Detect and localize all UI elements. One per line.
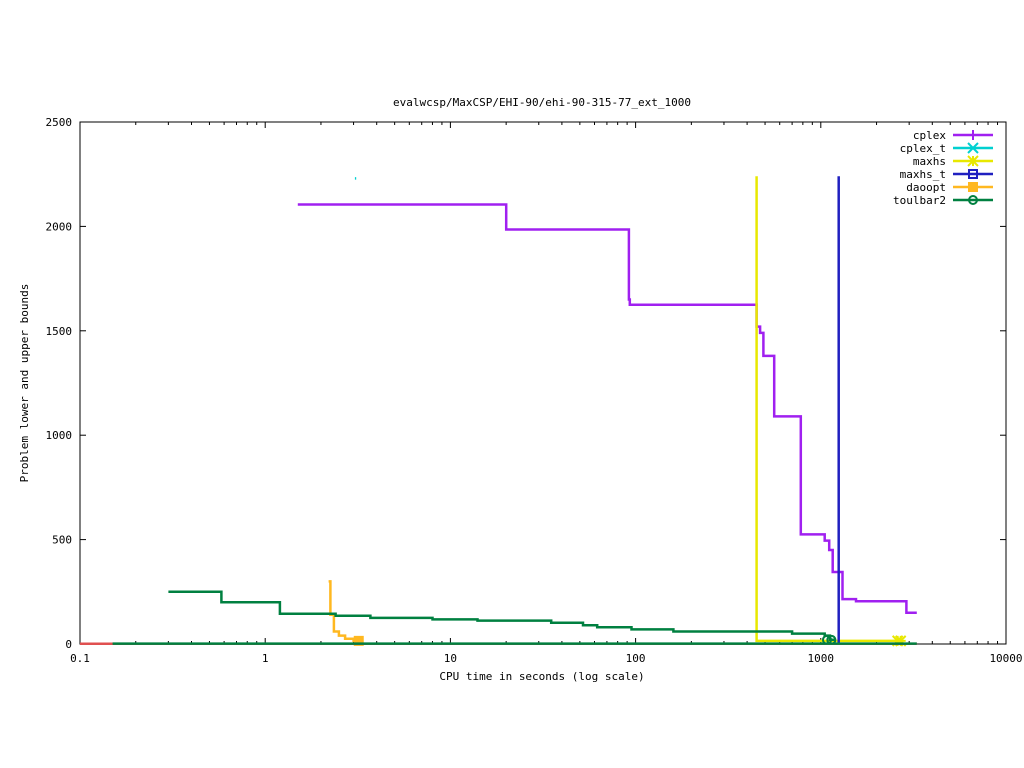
legend-label-maxhs-t: maxhs_t (900, 168, 946, 181)
y-tick-label: 1500 (46, 325, 73, 338)
legend-label-maxhs: maxhs (913, 155, 946, 168)
legend-label-cplex: cplex (913, 129, 946, 142)
series-daoopt (328, 580, 364, 646)
x-tick-label: 100 (626, 652, 646, 665)
legend-marker-cplex-t (967, 142, 979, 154)
axis-ticks: 0.1 1 10 100 1000 10000 0 500 1000 1500 2000 2500 (46, 116, 1023, 665)
x-tick-label: 10 (444, 652, 457, 665)
series-line-toulbar2 (168, 590, 836, 642)
legend-label-toulbar2: toulbar2 (893, 194, 946, 207)
series-maxhs (755, 176, 907, 647)
legend-marker-daoopt (968, 182, 978, 192)
legend-marker-maxhs-t (968, 169, 978, 179)
series-layer (80, 176, 917, 647)
y-tick-label: 1000 (46, 429, 73, 442)
series-toulbar2 (168, 590, 837, 645)
y-tick-label: 0 (65, 638, 72, 651)
x-tick-label: 10000 (989, 652, 1022, 665)
series-marker-maxhs (894, 635, 907, 647)
y-tick-label: 2000 (46, 220, 73, 233)
series-line-maxhs (755, 176, 901, 643)
x-tick-label: 1000 (808, 652, 835, 665)
chart-title: evalwcsp/MaxCSP/EHI-90/ehi-90-315-77_ext… (393, 96, 691, 109)
series-line-cplex (297, 203, 917, 614)
y-axis-label: Problem lower and upper bounds (18, 284, 31, 483)
x-axis-label: CPU time in seconds (log scale) (439, 670, 644, 683)
legend-marker-toulbar2 (968, 195, 978, 205)
legend-marker-cplex (968, 130, 978, 140)
series-marker-daoopt (353, 635, 364, 646)
x-tick-label: 0.1 (70, 652, 90, 665)
y-tick-label: 2500 (46, 116, 73, 129)
plot-area-frame (79, 121, 1007, 645)
legend-marker-maxhs (967, 155, 979, 167)
x-tick-label: 1 (262, 652, 269, 665)
series-cplex (297, 203, 917, 614)
series-line-daoopt (328, 580, 359, 643)
legend-label-daoopt: daoopt (906, 181, 946, 194)
y-tick-label: 500 (52, 534, 72, 547)
legend-label-cplex-t: cplex_t (900, 142, 946, 155)
